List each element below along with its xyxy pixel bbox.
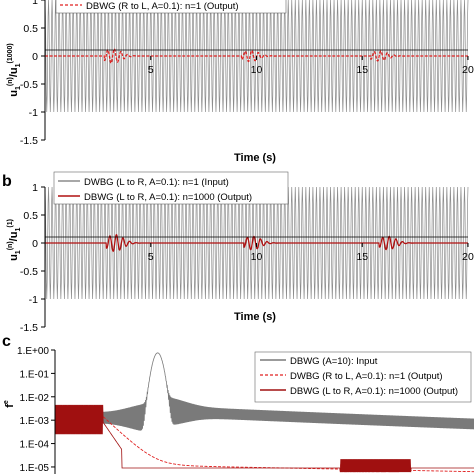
panel-b-legend-output: DBWG (L to R, A=0.1): n=1000 (Output)	[84, 192, 252, 203]
y-tick-label: -1.5	[20, 135, 38, 147]
x-tick-label: 5	[148, 64, 154, 76]
x-tick-label: 15	[356, 251, 368, 263]
panel-b-legend-input: DWBG (L to R, A=0.1): n=1 (Input)	[84, 177, 229, 188]
panel-a-legend: DBWG (R to L, A=0.1): n=1 (Output)	[55, 0, 287, 14]
y-tick-label: 1.E+00	[17, 346, 49, 357]
y-tick-label: 0	[32, 51, 38, 63]
panel-c-legend-l2r: DBWG (L to R, A=0.1): n=1000 (Output)	[290, 386, 458, 397]
series-line-1	[45, 233, 468, 253]
panel-c-legend-input: DBWG (A=10): Input	[290, 356, 378, 367]
y-tick-label: -1	[29, 107, 38, 119]
y-tick-label: 0.5	[23, 23, 38, 35]
panel-a-x-ticks: 5 10 15 20	[44, 56, 474, 76]
y-tick-label: -1	[29, 294, 38, 306]
x-tick-label: 5	[148, 251, 154, 263]
x-tick-label: 10	[251, 251, 263, 263]
y-tick-label: 1.E-03	[20, 416, 50, 427]
y-tick-label: 0	[32, 238, 38, 250]
x-tick-label: 15	[356, 64, 368, 76]
y-tick-label: 0.5	[23, 210, 38, 222]
x-tick-label: 20	[462, 251, 474, 263]
panel-c-curves	[54, 352, 474, 473]
y-tick-label: 1.E-02	[20, 393, 50, 404]
y-tick-label: -1.5	[20, 322, 38, 334]
panel-b-legend: DWBG (L to R, A=0.1): n=1 (Input) DBWG (…	[53, 171, 289, 205]
panel-a-x-label: Time (s)	[234, 152, 276, 164]
panel-b-x-label: Time (s)	[234, 311, 276, 323]
panel-c-y-label: fe	[3, 400, 16, 408]
y-tick-label: -0.5	[20, 79, 38, 91]
panel-c-legend-r2l: DWBG (R to L, A=0.1): n=1 (Output)	[290, 371, 443, 382]
x-tick-label: 10	[251, 64, 263, 76]
series-line-l2r	[54, 404, 474, 473]
panel-a-legend-output: DBWG (R to L, A=0.1): n=1 (Output)	[86, 1, 239, 12]
panel-c-letter: c	[2, 333, 11, 350]
panel-a: 1 0.5 0 -0.5 -1 -1.5 5 10 15 20 u1(n)/u1(1000) T…	[7, 0, 474, 164]
x-tick-label: 20	[462, 64, 474, 76]
panel-b: b 1 0.5 0 -0.5 -1 -1.5 5 10 15 20 u1(n)/u1(1) Ti…	[2, 171, 474, 334]
panel-c-y-ticks: 1.E+00 1.E-01 1.E-02 1.E-03 1.E-04 1.E-05	[17, 346, 55, 474]
y-tick-label: 1	[32, 0, 38, 7]
y-tick-label: 1	[32, 182, 38, 194]
y-tick-label: 1.E-05	[20, 463, 50, 474]
panel-a-y-label: u1(n)/u1(1000)	[7, 43, 22, 97]
panel-b-y-label: u1(n)/u1(1)	[7, 219, 22, 261]
y-tick-label: 1.E-04	[20, 440, 50, 451]
series-line-input	[54, 352, 474, 431]
panel-a-y-ticks: 1 0.5 0 -0.5 -1 -1.5	[20, 0, 45, 147]
panel-b-y-ticks: 1 0.5 0 -0.5 -1 -1.5	[20, 182, 45, 334]
y-tick-label: -0.5	[20, 266, 38, 278]
panel-c-legend: DBWG (A=10): Input DWBG (R to L, A=0.1):…	[254, 351, 472, 403]
panel-b-letter: b	[2, 173, 12, 190]
panel-c: c 1.E+00 1.E-01 1.E-02 1.E-03 1.E-04 1.E-05 f…	[2, 333, 474, 474]
panel-b-x-ticks: 5 10 15 20	[44, 243, 474, 263]
y-tick-label: 1.E-01	[20, 369, 50, 380]
